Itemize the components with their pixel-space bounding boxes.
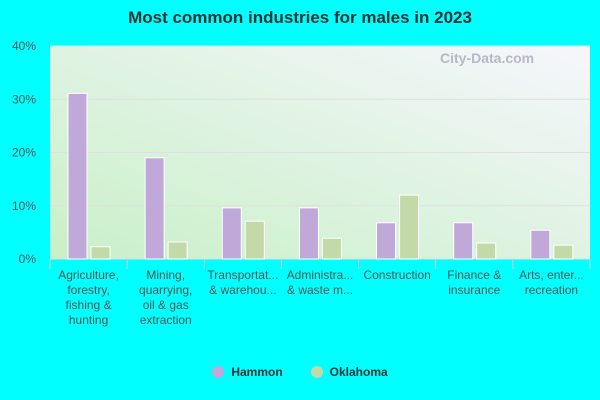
legend-label: Hammon (231, 365, 283, 379)
bar-oklahoma (399, 194, 420, 260)
x-category-label: Arts, enter... recreation (519, 268, 584, 297)
bar-hammon (453, 222, 474, 260)
bar-oklahoma (321, 237, 342, 260)
bar-oklahoma (244, 220, 265, 260)
bar-hammon (67, 92, 88, 260)
y-tick-label: 40% (12, 39, 36, 53)
x-category-label: Transportat... & warehou... (207, 268, 278, 297)
x-category-label: Construction (363, 268, 430, 282)
x-category-label: Agriculture, forestry, fishing & hunting (58, 268, 119, 327)
bar-hammon (221, 207, 242, 260)
legend-item: Hammon (212, 365, 283, 379)
legend: Hammon Oklahoma (0, 365, 600, 381)
legend-label: Oklahoma (329, 365, 388, 379)
y-tick-label: 0% (19, 252, 37, 266)
legend-swatch (310, 366, 323, 378)
watermark: City-Data.com (440, 50, 535, 66)
x-category-label: Finance & insurance (447, 268, 501, 297)
x-category-label: Administra... & waste m... (287, 268, 354, 297)
legend-swatch (212, 366, 225, 378)
chart-title: Most common industries for males in 2023 (128, 8, 472, 27)
bar-hammon (298, 207, 319, 260)
y-tick-label: 20% (12, 146, 36, 160)
bar-oklahoma (167, 241, 188, 260)
bar-hammon (376, 222, 397, 260)
legend-item: Oklahoma (310, 365, 388, 379)
bar-oklahoma (553, 244, 574, 260)
y-tick-label: 10% (12, 199, 36, 213)
bar-hammon (144, 157, 165, 260)
bar-oklahoma (90, 246, 111, 260)
bar-oklahoma (476, 242, 497, 260)
y-tick-label: 30% (12, 92, 36, 106)
x-category-label: Mining, quarrying, oil & gas extraction (139, 268, 192, 327)
bar-hammon (530, 229, 551, 260)
